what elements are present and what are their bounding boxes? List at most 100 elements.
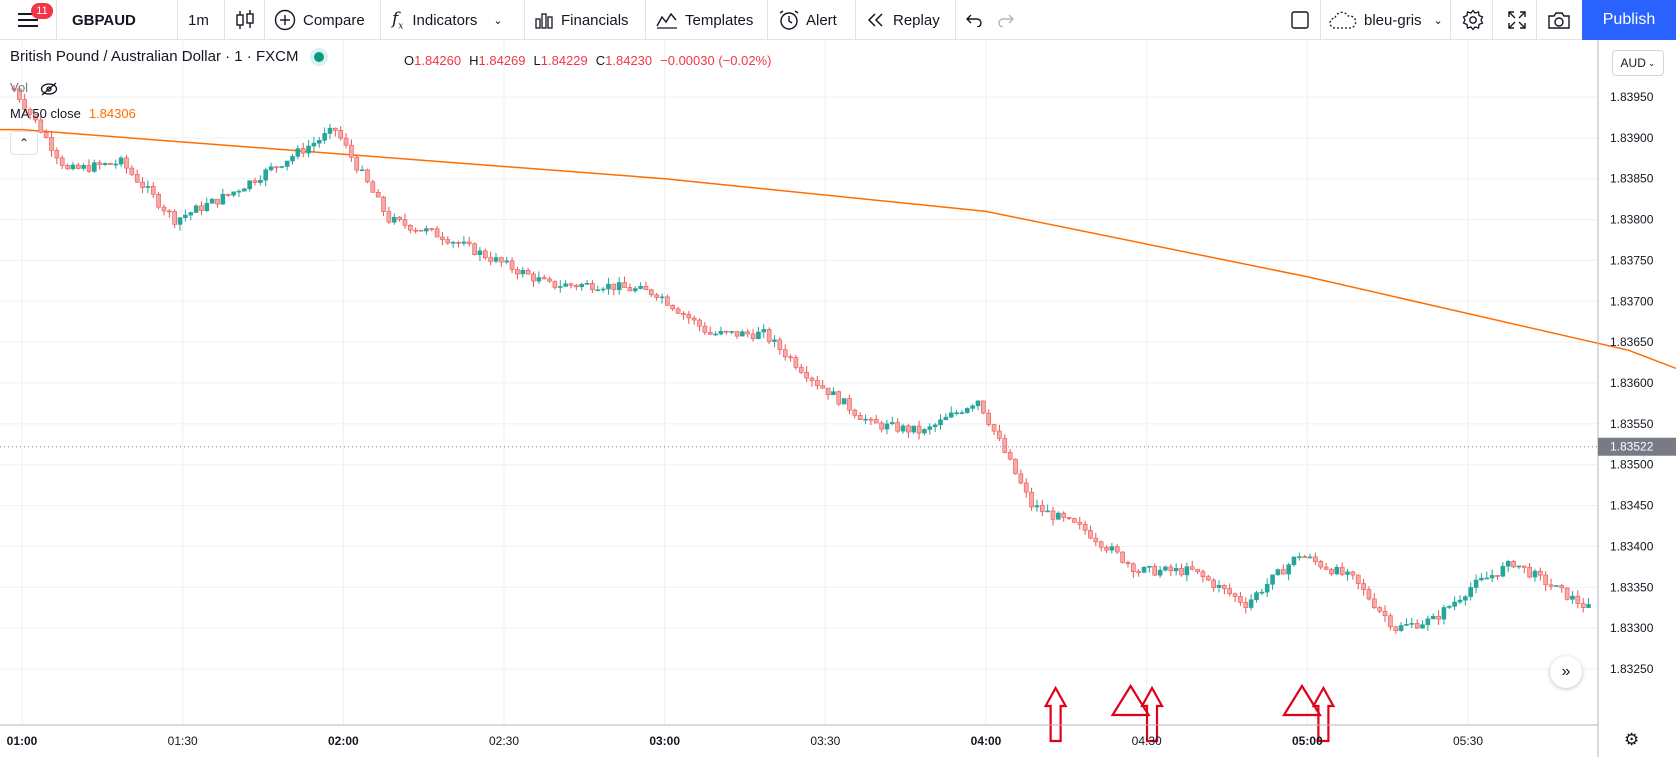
candle-up (118, 157, 124, 165)
time-tick-label: 05:00 (1292, 734, 1323, 748)
candle-down (1350, 571, 1356, 576)
candle-up (450, 242, 456, 244)
candle-up (1532, 570, 1538, 578)
time-tick-label: 02:00 (328, 734, 359, 748)
candle-up (1479, 577, 1484, 581)
price-tick-label: 1.83500 (1610, 458, 1654, 472)
candle-down (1104, 546, 1109, 551)
candle-up (279, 166, 285, 168)
candle-up (306, 145, 311, 154)
top-toolbar: 11 GBPAUD 1m Compare fx Indicators ⌄ Fin… (0, 0, 1676, 40)
currency-button[interactable]: AUD ⌄ (1612, 50, 1664, 76)
candle-down (1543, 574, 1548, 586)
candle-up (970, 405, 975, 409)
double-chevron-right-icon: » (1561, 663, 1571, 680)
candle-down (525, 270, 531, 275)
fullscreen-toggle-button[interactable] (1286, 0, 1314, 40)
candle-down (697, 319, 702, 327)
candle-down (734, 331, 740, 337)
candle-up (1163, 566, 1168, 571)
candle-up (964, 408, 970, 413)
candle-down (252, 180, 258, 183)
candle-down (627, 287, 633, 292)
candle-up (1345, 571, 1350, 575)
candle-up (1286, 564, 1291, 575)
candle-down (418, 229, 424, 232)
candle-down (1527, 567, 1532, 578)
candle-up (884, 423, 890, 430)
candle-up (1275, 569, 1281, 576)
candle-down (622, 282, 627, 288)
candle-down (825, 387, 831, 396)
publish-button[interactable]: Publish (1582, 0, 1676, 40)
volume-legend[interactable]: Vol (10, 80, 58, 96)
candle-up (1264, 584, 1270, 593)
time-tick-label: 05:30 (1453, 734, 1483, 748)
main-menu-button[interactable]: 11 (0, 0, 56, 40)
candle-down (370, 181, 376, 193)
chart-grid (0, 40, 1598, 725)
settings-button[interactable] (1460, 0, 1486, 40)
open-label: O (404, 53, 415, 68)
candle-down (1436, 615, 1441, 620)
candle-down (1131, 563, 1136, 573)
currency-label: AUD (1620, 56, 1646, 70)
candle-down (333, 127, 338, 131)
candle-down (27, 109, 33, 115)
candle-up (284, 160, 290, 167)
replay-button[interactable]: Replay (866, 0, 952, 40)
candle-down (225, 193, 231, 196)
fullscreen-button[interactable] (1504, 0, 1530, 40)
layout-name-label: bleu-gris (1364, 11, 1422, 29)
candle-down (440, 236, 445, 240)
candle-down (349, 144, 354, 158)
scroll-to-realtime-button[interactable]: » (1550, 656, 1582, 688)
candle-up (536, 277, 542, 282)
candle-down (1066, 517, 1072, 519)
eye-hidden-icon[interactable] (40, 80, 58, 96)
candle-up (1216, 584, 1222, 588)
financials-button[interactable]: Financials (534, 0, 644, 40)
candle-down (981, 400, 986, 414)
annotation-arrow-up (1311, 685, 1336, 743)
redo-button[interactable] (994, 0, 1018, 40)
symbol-legend[interactable]: British Pound / Australian Dollar · 1 · … (10, 48, 325, 65)
ma-legend[interactable]: MA 50 close 1.84306 (10, 106, 136, 121)
candle-up (1141, 566, 1147, 573)
ma-value: 1.84306 (88, 106, 136, 121)
price-tick-label: 1.83450 (1610, 499, 1654, 513)
time-axis-settings-button[interactable]: ⚙ (1624, 730, 1639, 750)
candle-down (515, 269, 520, 275)
chart-pane[interactable]: 1.83950 1.83900 1.83850 1.83800 1.83750 1.837… (0, 40, 1676, 757)
candle-down (879, 422, 884, 430)
candle-up (1505, 560, 1511, 567)
candle-down (472, 243, 477, 255)
layout-button[interactable]: bleu-gris ⌄ (1328, 0, 1446, 40)
compare-button[interactable]: Compare (274, 0, 374, 40)
undo-button[interactable] (962, 0, 986, 40)
interval-button[interactable]: 1m (188, 11, 209, 29)
candle-down (1050, 510, 1056, 520)
candle-down (1072, 518, 1077, 523)
candle-down (215, 198, 220, 205)
candlestick-chart[interactable]: 1.83950 1.83900 1.83850 1.83800 1.83750 1.837… (0, 40, 1676, 757)
symbol-search-button[interactable]: GBPAUD (72, 11, 136, 29)
chart-type-button[interactable] (234, 0, 256, 40)
alert-button[interactable]: Alert (778, 0, 850, 40)
candle-up (911, 425, 917, 433)
candle-down (804, 372, 809, 379)
candle-up (220, 193, 226, 205)
indicators-button[interactable]: fx Indicators ⌄ (392, 0, 522, 40)
snapshot-button[interactable] (1544, 0, 1574, 40)
candle-down (611, 283, 617, 291)
candle-up (290, 156, 295, 162)
plus-circle-icon (274, 9, 296, 31)
gear-icon (1462, 9, 1484, 31)
candle-up (1489, 575, 1495, 579)
price-tick-label: 1.83750 (1610, 253, 1654, 267)
templates-button[interactable]: Templates (656, 0, 766, 40)
collapse-legend-button[interactable]: ⌃ (10, 131, 38, 155)
candle-down (809, 377, 815, 381)
chevron-down-icon: ⌄ (493, 14, 503, 27)
candle-up (295, 148, 301, 157)
